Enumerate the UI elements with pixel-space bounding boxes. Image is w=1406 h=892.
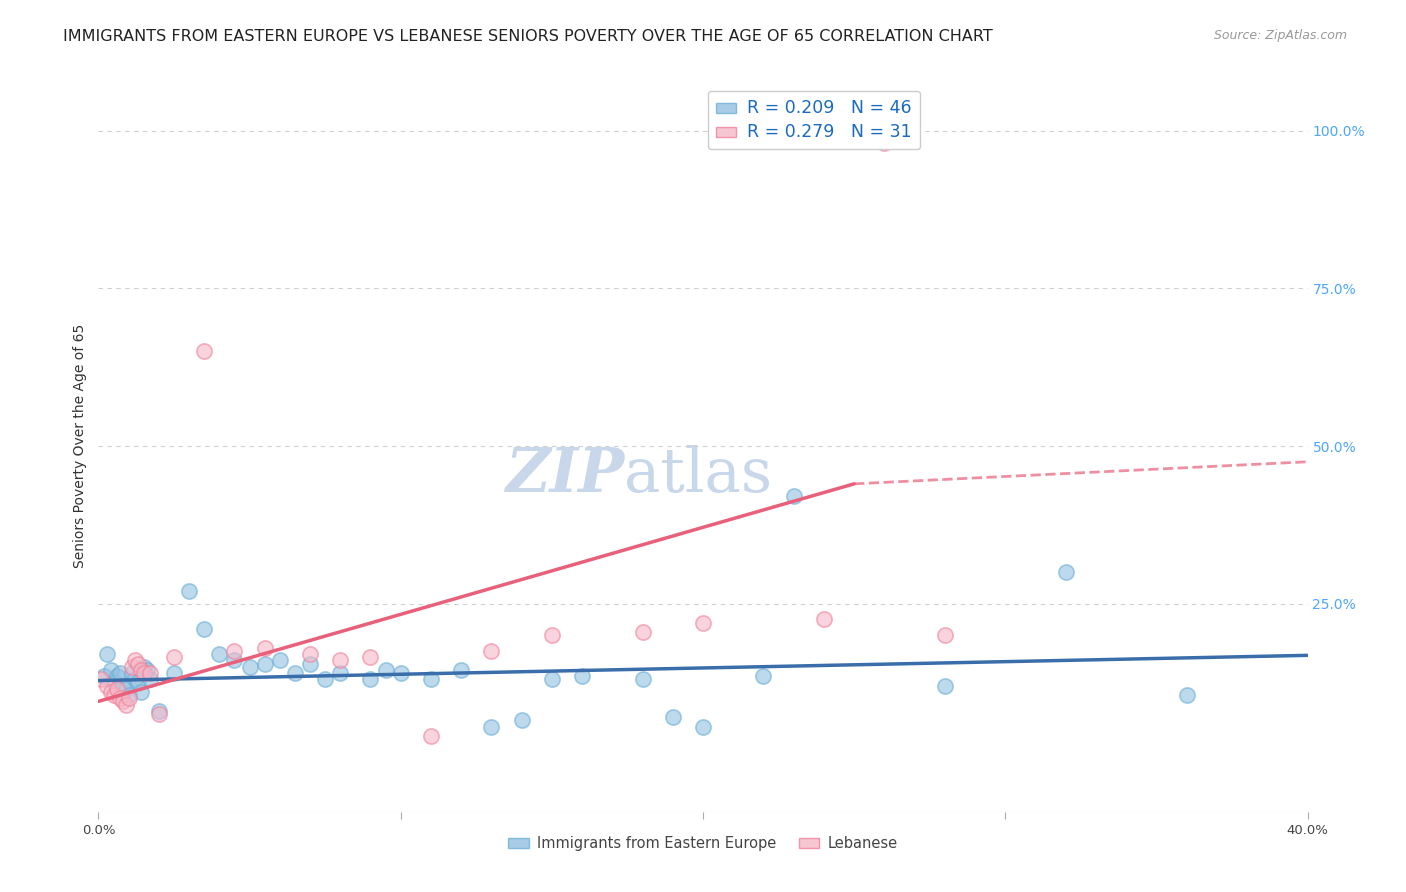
Text: Source: ZipAtlas.com: Source: ZipAtlas.com [1213,29,1347,42]
Point [139,665,162,680]
Point [540,673,562,687]
Point [139,673,162,687]
Point [129,663,152,677]
Point [934,628,956,642]
Point [420,673,443,687]
Point [253,657,276,671]
Point [873,136,896,151]
Text: ZIP: ZIP [505,445,624,505]
Point [121,659,143,673]
Point [163,650,186,665]
Point [692,615,714,630]
Point [813,612,835,626]
Point [132,665,155,680]
Point [105,669,128,683]
Point [692,720,714,734]
Point [299,647,322,661]
Point [121,665,143,680]
Point [105,681,128,696]
Point [224,644,246,658]
Point [179,584,201,599]
Point [420,729,443,743]
Point [510,714,533,728]
Point [103,675,125,690]
Point [114,698,136,712]
Point [314,673,336,687]
Point [239,659,262,673]
Point [284,665,307,680]
Point [118,688,141,702]
Point [96,647,118,661]
Point [100,663,122,677]
Point [129,685,152,699]
Point [111,694,134,708]
Point [193,344,215,359]
Point [661,710,683,724]
Point [540,628,562,642]
Point [132,659,155,673]
Point [163,665,186,680]
Point [631,625,654,640]
Point [360,650,382,665]
Text: atlas: atlas [624,445,772,505]
Point [108,691,131,706]
Point [374,663,396,677]
Legend: Immigrants from Eastern Europe, Lebanese: Immigrants from Eastern Europe, Lebanese [502,830,904,857]
Point [148,704,170,718]
Point [631,673,654,687]
Point [208,647,231,661]
Point [783,490,806,504]
Point [90,673,112,687]
Point [124,653,146,667]
Point [111,679,134,693]
Point [124,673,146,687]
Point [148,706,170,721]
Point [1175,688,1198,702]
Point [93,669,115,683]
Point [253,640,276,655]
Point [193,622,215,636]
Y-axis label: Seniors Poverty Over the Age of 65: Seniors Poverty Over the Age of 65 [73,324,87,568]
Point [481,720,503,734]
Point [481,644,503,658]
Point [329,653,352,667]
Text: IMMIGRANTS FROM EASTERN EUROPE VS LEBANESE SENIORS POVERTY OVER THE AGE OF 65 CO: IMMIGRANTS FROM EASTERN EUROPE VS LEBANE… [63,29,993,44]
Point [450,663,472,677]
Point [135,663,157,677]
Point [934,679,956,693]
Point [1054,565,1077,579]
Point [114,681,136,696]
Point [224,653,246,667]
Point [103,688,125,702]
Point [127,657,149,671]
Point [752,669,775,683]
Point [329,665,352,680]
Point [389,665,412,680]
Point [360,673,382,687]
Point [118,691,141,706]
Point [127,675,149,690]
Point [108,665,131,680]
Point [269,653,291,667]
Point [96,679,118,693]
Point [100,685,122,699]
Point [571,669,593,683]
Point [299,657,322,671]
